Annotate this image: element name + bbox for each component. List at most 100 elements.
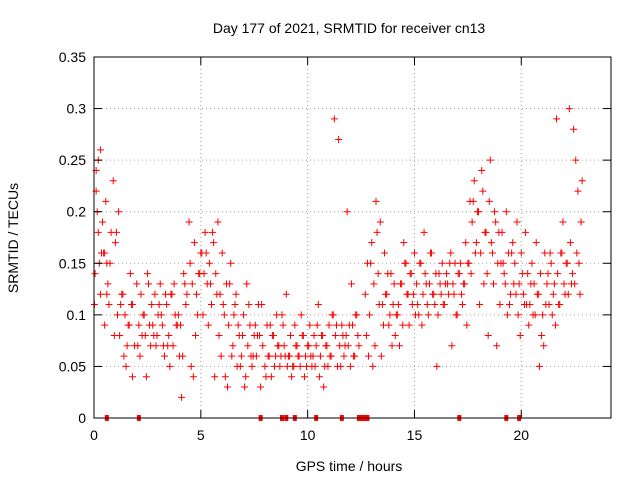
data-point [135,321,143,329]
data-point [127,301,135,309]
data-point [565,105,573,113]
data-point [573,249,581,257]
data-point [111,239,119,247]
data-point [520,301,528,309]
data-point [326,352,334,360]
data-point [201,228,209,236]
data-point [183,290,191,298]
data-point [438,259,446,267]
data-point [525,321,533,329]
data-point [102,197,110,205]
data-point [140,311,148,319]
data-point [434,311,442,319]
data-point [161,352,168,360]
data-point [179,352,187,360]
data-point [133,280,141,288]
data-point [128,373,136,381]
data-point [137,290,145,298]
data-point [567,280,575,288]
data-point [369,362,377,370]
data-point [271,362,279,370]
data-point [142,373,150,381]
data-point [170,280,178,288]
data-point [297,311,305,319]
data-point [215,331,223,339]
data-point [339,331,347,339]
data-point [224,383,232,391]
data-point [340,352,348,360]
data-point [112,228,120,236]
data-point [439,301,447,309]
data-point [368,239,376,247]
data-point [247,352,255,360]
data-point [533,290,541,298]
data-point [513,218,521,226]
data-point [542,301,550,309]
data-point [191,331,199,339]
data-point [309,352,317,360]
data-point [148,301,156,309]
data-point [105,301,113,309]
data-point [234,321,242,329]
data-point [96,146,104,154]
data-point [162,290,170,298]
data-point [320,383,328,391]
y-tick-label: 0.3 [67,101,87,117]
data-point [532,239,540,247]
data-point [350,352,358,360]
data-point [229,342,237,350]
data-point [202,249,210,257]
data-point [379,321,387,329]
data-point [457,290,465,298]
data-point [316,352,324,360]
data-point [185,218,193,226]
y-tick-label: 0 [78,410,86,426]
data-point [435,270,443,278]
data-point [294,352,302,360]
data-point [574,187,582,195]
data-point [422,280,430,288]
data-point [479,187,487,195]
data-point [362,331,370,339]
data-point [482,228,490,236]
data-point [531,311,539,319]
data-point [467,270,475,278]
data-point [409,290,417,298]
data-point [227,259,235,267]
data-point [431,301,439,309]
data-point [117,301,125,309]
data-point [396,342,403,350]
data-point [158,321,166,329]
data-point [248,362,256,370]
data-point [553,115,561,123]
data-point [178,393,186,401]
data-point [245,301,253,309]
data-point [410,249,418,257]
data-point [311,362,319,370]
data-point [355,342,363,350]
data-point [237,352,245,360]
y-tick-label: 0.1 [67,307,87,323]
data-point [138,331,146,339]
data-point [471,249,479,257]
data-point [243,280,251,288]
data-point [468,218,476,226]
data-point [174,311,182,319]
data-point [391,331,399,339]
data-point [165,331,173,339]
data-point [211,373,219,381]
data-point [143,270,151,278]
data-point [570,125,578,133]
data-point [230,311,238,319]
data-point [511,259,519,267]
data-point [337,362,345,370]
data-point [325,321,333,329]
data-point [264,352,272,360]
x-tick-label: 5 [197,427,205,443]
data-point [110,331,118,339]
data-point [266,321,274,329]
data-point [126,270,134,278]
data-point [288,373,296,381]
data-point [219,301,227,309]
data-point [546,249,554,257]
